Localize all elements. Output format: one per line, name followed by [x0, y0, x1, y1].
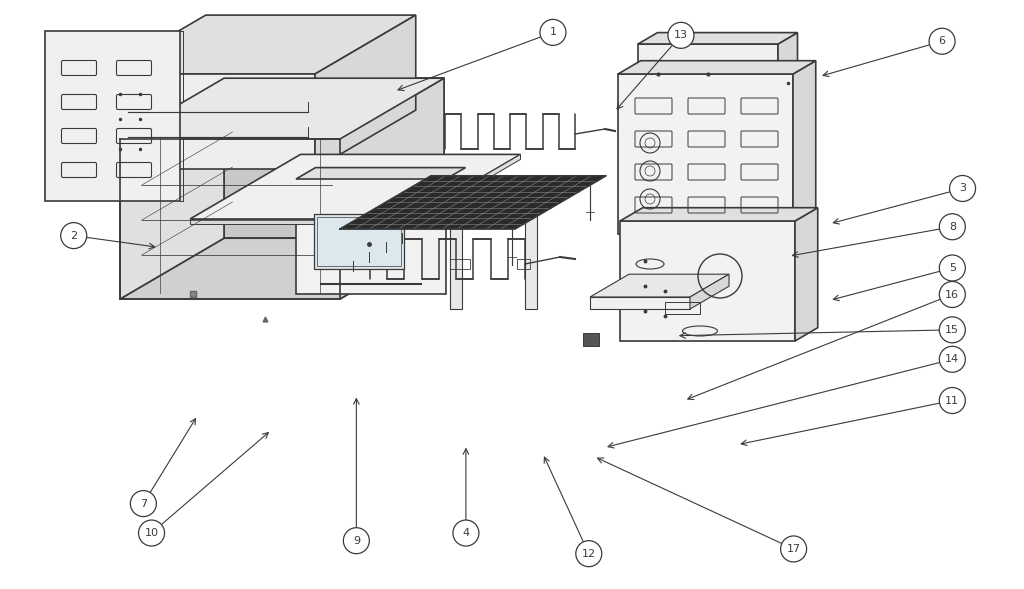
Text: 16: 16: [945, 290, 959, 299]
Text: 14: 14: [945, 355, 959, 364]
Polygon shape: [620, 208, 818, 221]
Polygon shape: [638, 44, 778, 134]
Text: 6: 6: [939, 37, 945, 46]
Polygon shape: [296, 179, 446, 294]
Circle shape: [60, 223, 87, 249]
Polygon shape: [224, 78, 444, 238]
Text: 5: 5: [949, 263, 955, 273]
Text: 10: 10: [144, 528, 159, 538]
Polygon shape: [120, 238, 444, 299]
Circle shape: [949, 176, 976, 201]
Polygon shape: [620, 221, 795, 341]
Text: 7: 7: [140, 499, 146, 508]
Circle shape: [939, 317, 966, 343]
Circle shape: [453, 520, 479, 546]
Text: 1: 1: [550, 28, 556, 37]
Circle shape: [939, 346, 966, 372]
Text: 13: 13: [674, 31, 688, 40]
Polygon shape: [105, 15, 416, 74]
Text: 11: 11: [945, 396, 959, 405]
Polygon shape: [410, 154, 520, 224]
Circle shape: [939, 255, 966, 281]
Text: 8: 8: [949, 222, 955, 231]
Bar: [314, 214, 404, 269]
Text: 2: 2: [71, 231, 77, 240]
Polygon shape: [105, 74, 315, 169]
Polygon shape: [590, 297, 690, 309]
Circle shape: [540, 19, 566, 45]
Bar: [665, 302, 700, 314]
Circle shape: [939, 282, 966, 307]
Text: 15: 15: [945, 325, 959, 335]
Text: 3: 3: [959, 184, 966, 193]
Text: 12: 12: [582, 549, 596, 558]
Polygon shape: [190, 154, 520, 219]
Circle shape: [575, 541, 602, 567]
Circle shape: [130, 491, 157, 517]
Circle shape: [138, 520, 165, 546]
Text: 17: 17: [786, 544, 801, 554]
Bar: [317, 217, 401, 266]
Bar: [583, 333, 599, 346]
Polygon shape: [793, 61, 816, 234]
Polygon shape: [120, 78, 444, 139]
Polygon shape: [340, 176, 606, 229]
Circle shape: [780, 536, 807, 562]
Polygon shape: [618, 61, 816, 74]
Polygon shape: [618, 74, 793, 234]
Circle shape: [668, 22, 694, 48]
Text: 4: 4: [463, 528, 469, 538]
Polygon shape: [315, 15, 416, 169]
Text: 9: 9: [353, 536, 359, 545]
Polygon shape: [340, 78, 444, 299]
Polygon shape: [190, 219, 410, 224]
Polygon shape: [690, 274, 729, 309]
Circle shape: [343, 528, 370, 554]
Circle shape: [929, 28, 955, 54]
Polygon shape: [590, 274, 729, 297]
Polygon shape: [296, 168, 466, 179]
Polygon shape: [525, 214, 537, 309]
Polygon shape: [795, 208, 818, 341]
Circle shape: [939, 388, 966, 413]
Polygon shape: [778, 32, 798, 134]
Polygon shape: [638, 32, 798, 44]
Circle shape: [939, 214, 966, 240]
Polygon shape: [120, 78, 224, 299]
Polygon shape: [450, 214, 462, 309]
Polygon shape: [45, 31, 180, 201]
